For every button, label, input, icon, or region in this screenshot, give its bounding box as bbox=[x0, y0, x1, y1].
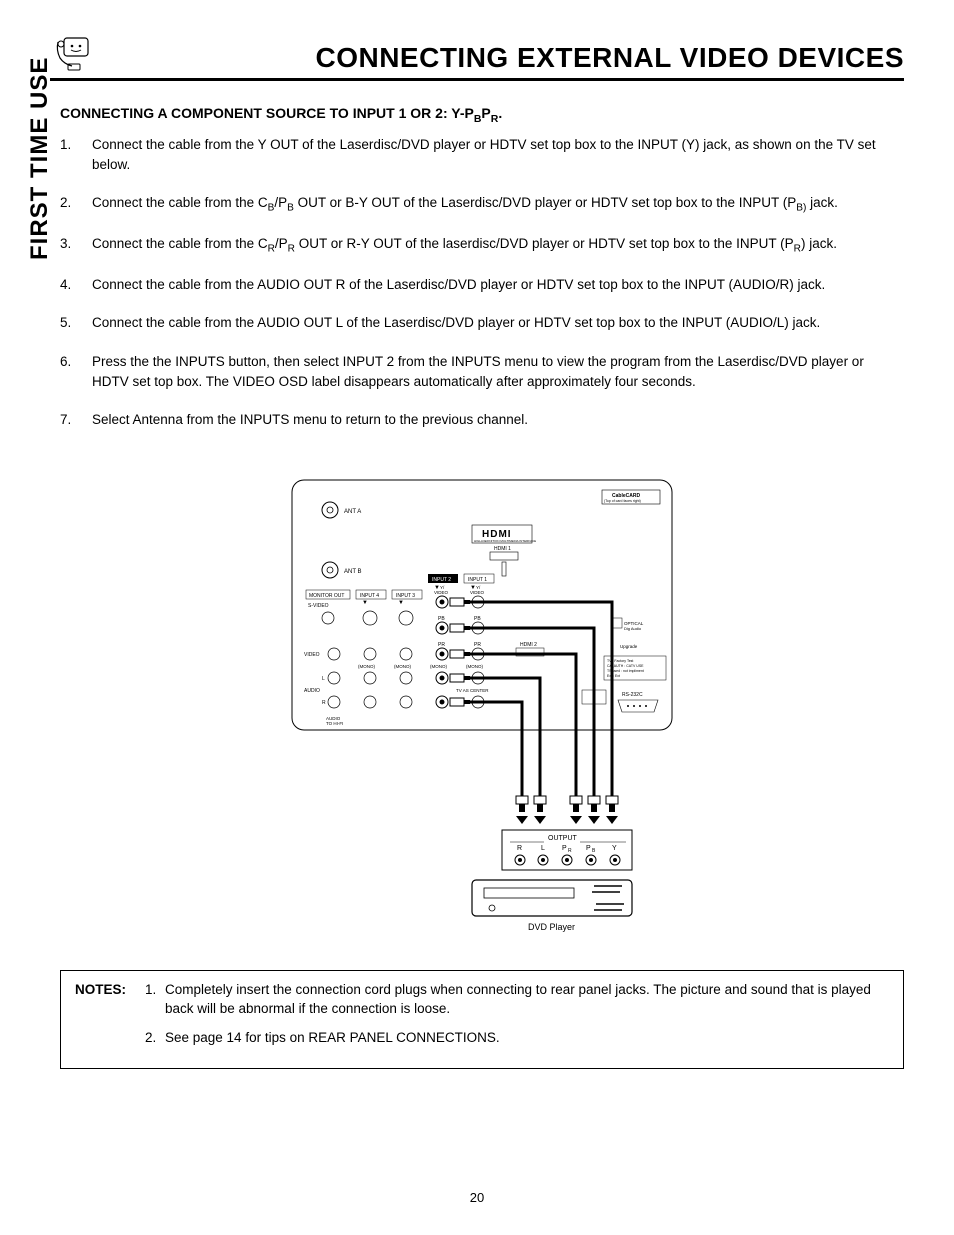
step-number: 5. bbox=[60, 313, 92, 333]
mascot-icon bbox=[50, 30, 94, 74]
diagram-svg: ANT A ANT B CableCARD (Top of card faces… bbox=[282, 470, 682, 940]
notes-box: NOTES: 1. Completely insert the connecti… bbox=[60, 970, 904, 1069]
svg-text:▼: ▼ bbox=[398, 600, 404, 606]
svg-text:L: L bbox=[322, 676, 325, 682]
notes-label: NOTES: bbox=[75, 981, 145, 1048]
svg-text:OUTPUT: OUTPUT bbox=[548, 835, 578, 842]
svg-text:PR: PR bbox=[474, 642, 481, 648]
step-item: 3. Connect the cable from the CR/PR OUT … bbox=[60, 234, 904, 257]
svg-text:L: L bbox=[541, 845, 545, 852]
note-item: 1. Completely insert the connection cord… bbox=[145, 981, 889, 1019]
connection-diagram: ANT A ANT B CableCARD (Top of card faces… bbox=[60, 470, 904, 940]
svg-text:B: B bbox=[592, 848, 596, 854]
svg-text:S-VIDEO: S-VIDEO bbox=[308, 603, 329, 609]
svg-text:Upgrade: Upgrade bbox=[620, 644, 638, 649]
note-text: Completely insert the connection cord pl… bbox=[165, 981, 889, 1019]
svg-text:INPUT 1: INPUT 1 bbox=[468, 577, 487, 583]
svg-text:VIDEO: VIDEO bbox=[434, 590, 449, 595]
svg-text:TO HI-FI: TO HI-FI bbox=[326, 721, 343, 726]
step-item: 1. Connect the cable from the Y OUT of t… bbox=[60, 135, 904, 176]
step-number: 7. bbox=[60, 410, 92, 430]
step-number: 1. bbox=[60, 135, 92, 176]
note-text: See page 14 for tips on REAR PANEL CONNE… bbox=[165, 1029, 500, 1048]
svg-text:R: R bbox=[568, 848, 572, 854]
bottom-plugs bbox=[516, 796, 618, 824]
svg-text:MONITOR OUT: MONITOR OUT bbox=[309, 593, 344, 599]
svg-text:HDMI 1: HDMI 1 bbox=[494, 546, 511, 552]
heading-text: CONNECTING A COMPONENT SOURCE TO INPUT 1… bbox=[60, 105, 474, 121]
note-item: 2. See page 14 for tips on REAR PANEL CO… bbox=[145, 1029, 889, 1048]
svg-text:(MONO): (MONO) bbox=[394, 664, 411, 669]
step-text: Connect the cable from the AUDIO OUT L o… bbox=[92, 313, 904, 333]
svg-text:PB: PB bbox=[438, 616, 445, 622]
page-title: CONNECTING EXTERNAL VIDEO DEVICES bbox=[315, 42, 904, 74]
svg-text:RS-232C: RS-232C bbox=[622, 692, 643, 698]
step-text: Select Antenna from the INPUTS menu to r… bbox=[92, 410, 904, 430]
step-item: 7. Select Antenna from the INPUTS menu t… bbox=[60, 410, 904, 430]
step-text: Connect the cable from the CB/PB OUT or … bbox=[92, 193, 904, 216]
svg-text:INPUT 3: INPUT 3 bbox=[396, 593, 415, 599]
note-number: 2. bbox=[145, 1029, 165, 1048]
svg-text:PR: PR bbox=[438, 642, 445, 648]
step-item: 2. Connect the cable from the CB/PB OUT … bbox=[60, 193, 904, 216]
notes-items: 1. Completely insert the connection cord… bbox=[145, 981, 889, 1048]
section-heading: CONNECTING A COMPONENT SOURCE TO INPUT 1… bbox=[60, 105, 904, 125]
svg-text:HIGH-DEFINITION MULTIMEDIA INT: HIGH-DEFINITION MULTIMEDIA INTERFACE bbox=[474, 539, 536, 543]
svg-text:AUDIO: AUDIO bbox=[304, 688, 320, 694]
step-number: 4. bbox=[60, 275, 92, 295]
dvd-label: DVD Player bbox=[528, 922, 575, 932]
svg-text:Dig Audio: Dig Audio bbox=[624, 626, 642, 631]
step-number: 6. bbox=[60, 352, 92, 393]
step-number: 2. bbox=[60, 193, 92, 216]
svg-text:(MONO): (MONO) bbox=[466, 664, 483, 669]
step-text: Press the the INPUTS button, then select… bbox=[92, 352, 904, 393]
svg-text:(MONO): (MONO) bbox=[430, 664, 447, 669]
note-number: 1. bbox=[145, 981, 165, 1019]
page-header: CONNECTING EXTERNAL VIDEO DEVICES bbox=[50, 30, 904, 81]
svg-text:▼: ▼ bbox=[362, 600, 368, 606]
step-text: Connect the cable from the AUDIO OUT R o… bbox=[92, 275, 904, 295]
svg-text:Ext : Ext: Ext : Ext bbox=[607, 674, 620, 678]
label-ant-b: ANT B bbox=[344, 569, 362, 575]
svg-text:Y: Y bbox=[612, 845, 617, 852]
step-item: 5. Connect the cable from the AUDIO OUT … bbox=[60, 313, 904, 333]
svg-text:R: R bbox=[322, 700, 326, 706]
svg-text:P: P bbox=[586, 845, 591, 852]
svg-text:(Top of card faces right): (Top of card faces right) bbox=[604, 499, 641, 503]
side-label: FIRST TIME USE bbox=[26, 57, 54, 260]
svg-text:(MONO): (MONO) bbox=[358, 664, 375, 669]
step-text: Connect the cable from the Y OUT of the … bbox=[92, 135, 904, 176]
heading-text: . bbox=[498, 105, 502, 121]
cables bbox=[470, 602, 612, 810]
svg-text:HDMI 2: HDMI 2 bbox=[520, 642, 537, 648]
svg-text:INPUT 4: INPUT 4 bbox=[360, 593, 379, 599]
step-item: 4. Connect the cable from the AUDIO OUT … bbox=[60, 275, 904, 295]
heading-text: P bbox=[481, 105, 490, 121]
svg-text:PB: PB bbox=[474, 616, 481, 622]
step-list: 1. Connect the cable from the Y OUT of t… bbox=[60, 135, 904, 431]
label-ant-a: ANT A bbox=[344, 509, 361, 515]
svg-text:VIDEO: VIDEO bbox=[304, 652, 320, 658]
step-item: 6. Press the the INPUTS button, then sel… bbox=[60, 352, 904, 393]
svg-text:INPUT 2: INPUT 2 bbox=[432, 577, 451, 583]
svg-text:P: P bbox=[562, 845, 567, 852]
svg-text:VIDEO: VIDEO bbox=[470, 590, 485, 595]
svg-text:R: R bbox=[517, 845, 522, 852]
svg-text:TV AS CENTER: TV AS CENTER bbox=[456, 688, 489, 693]
step-text: Connect the cable from the CR/PR OUT or … bbox=[92, 234, 904, 257]
main-content: CONNECTING A COMPONENT SOURCE TO INPUT 1… bbox=[60, 105, 904, 1069]
step-number: 3. bbox=[60, 234, 92, 257]
page-number: 20 bbox=[0, 1190, 954, 1205]
